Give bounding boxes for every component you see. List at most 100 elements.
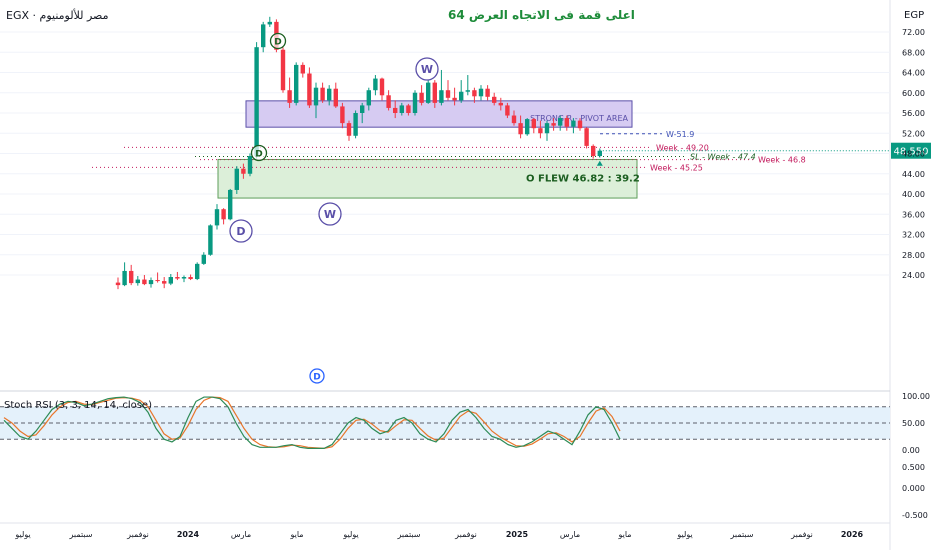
candle-body: [419, 92, 424, 103]
candle-body: [234, 168, 239, 190]
candle-body: [208, 225, 213, 255]
time-tick-label: مارس: [560, 530, 580, 539]
marker-w-top-letter: W: [421, 63, 433, 76]
candle: [320, 82, 325, 103]
symbol-separator: ·: [32, 9, 37, 22]
marker-d-large-circle: [229, 219, 253, 243]
candle: [412, 90, 418, 116]
marker-w-bottom-letter: W: [324, 208, 336, 221]
candle: [426, 80, 431, 104]
candle-body: [168, 277, 173, 284]
candle-body: [346, 123, 352, 136]
candle-body: [228, 189, 233, 220]
candle-body: [294, 64, 299, 103]
candle-body: [406, 105, 411, 113]
candle-body: [353, 113, 358, 136]
price-tick-label: 36.00: [902, 210, 925, 219]
candle-body: [492, 96, 497, 103]
candle-body: [360, 105, 365, 113]
candle: [386, 90, 391, 111]
rsi-title: Stoch RSI (3, 3, 14, 14, close): [4, 400, 152, 411]
candle: [129, 264, 134, 286]
price-tick-label: 48.00: [902, 150, 925, 159]
time-tick-label: 2024: [177, 530, 200, 539]
lower-tick-label: -0.500: [902, 511, 928, 520]
candle: [465, 75, 470, 96]
time-tick-label: مايو: [289, 530, 303, 539]
candle-body: [399, 105, 404, 113]
candle: [300, 62, 305, 78]
candle: [498, 97, 503, 111]
marker-w-top-circle: [415, 57, 439, 81]
candle-body: [485, 88, 490, 97]
price-tick-label: 44.00: [902, 170, 925, 179]
candle-body: [459, 91, 464, 101]
marker-d-top: D: [269, 32, 287, 50]
candle: [175, 271, 180, 281]
target-zone-label: O FLEW 46.82 : 39.2: [526, 173, 640, 184]
time-tick-label: 2026: [841, 530, 864, 539]
candle-body: [498, 102, 503, 106]
company-name: مصر للألومنيوم: [39, 9, 109, 22]
candle-body: [591, 145, 596, 157]
candle: [280, 47, 286, 93]
marker-d-blue-circle: [309, 368, 325, 384]
price-tick-label: 60.00: [902, 89, 925, 98]
candle: [135, 276, 140, 286]
candle-body: [188, 277, 193, 280]
currency-label: EGP: [904, 10, 925, 21]
time-tick-label: سبتمبر: [397, 530, 421, 539]
candle-body: [544, 123, 550, 134]
candle-body: [320, 87, 325, 101]
candle: [340, 102, 345, 129]
candle: [505, 102, 510, 119]
candle-body: [267, 21, 272, 25]
time-tick-label: نوفمبر: [454, 530, 477, 539]
candle: [188, 274, 193, 281]
marker-d-large: D: [229, 219, 253, 243]
candle-body: [558, 118, 563, 126]
candle-body: [445, 90, 451, 98]
candle-body: [155, 280, 160, 282]
time-tick-label: 2025: [506, 530, 529, 539]
candle-body: [221, 209, 226, 220]
candle-body: [333, 88, 338, 107]
candle: [478, 85, 484, 101]
candle-body: [129, 270, 134, 284]
pivot-area-label: STRONG R - PIVOT AREA: [530, 114, 628, 123]
level-label-w519: W-51.9: [666, 130, 694, 139]
candle-body: [307, 73, 312, 106]
candle-body: [412, 92, 418, 113]
candle-body: [254, 47, 259, 157]
candle: [472, 87, 477, 103]
rsi-tick-label: 0.00: [902, 446, 920, 455]
candle: [181, 275, 187, 283]
level-label-4525: Week - 45.25: [650, 163, 703, 172]
candle: [419, 85, 424, 106]
candle: [577, 118, 583, 131]
candle: [459, 80, 464, 103]
candle: [564, 115, 569, 131]
marker-d-top-circle: [269, 32, 287, 50]
target-zone: [217, 158, 638, 199]
candle-body: [393, 107, 398, 113]
candle: [254, 42, 259, 159]
candle-body: [135, 279, 140, 284]
candle-body: [175, 277, 180, 279]
candle: [241, 163, 246, 179]
candle-body: [505, 105, 510, 116]
candle: [373, 75, 378, 96]
time-tick-label: مايو: [617, 530, 631, 539]
candle: [558, 115, 563, 131]
candle: [327, 85, 332, 106]
candle: [267, 16, 272, 27]
candle-body: [148, 280, 154, 285]
candle: [360, 102, 365, 124]
marker-d-left-letter: D: [255, 150, 262, 160]
candle: [531, 118, 536, 134]
candle-body: [261, 24, 266, 48]
candle: [261, 21, 266, 53]
level-label-4920: Week - 49.20: [656, 143, 709, 152]
candle: [538, 120, 543, 139]
